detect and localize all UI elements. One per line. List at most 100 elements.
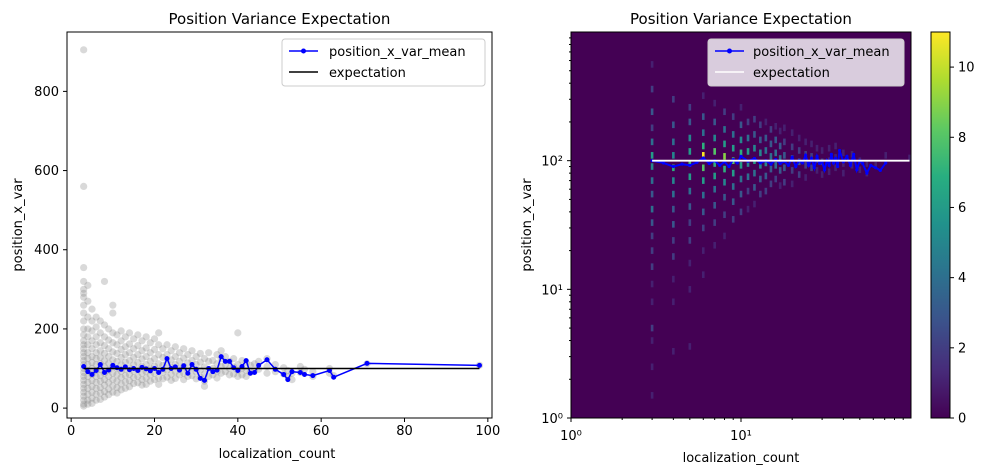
left-x-axis-label: localization_count	[219, 447, 336, 462]
heatmap-cell	[731, 169, 735, 177]
scatter-point	[184, 351, 192, 359]
scatter-point	[96, 395, 104, 403]
y-tick-label: 800	[34, 85, 59, 100]
left-chart: Position Variance Expectation 0 20 40 60 80 1…	[11, 10, 500, 462]
scatter-point	[288, 375, 296, 384]
scatter-point	[80, 263, 88, 272]
heatmap-cell	[701, 271, 705, 278]
heatmap-cell	[790, 167, 794, 174]
scatter-point	[109, 382, 117, 390]
heatmap-cell	[820, 147, 824, 154]
scatter-point	[105, 391, 113, 399]
scatter-point	[113, 371, 121, 379]
heatmap-cell	[797, 171, 801, 178]
right-heatmap-cells	[650, 61, 911, 399]
mean-point	[848, 163, 852, 167]
heatmap-cell	[739, 103, 743, 111]
scatter-point	[96, 372, 104, 380]
mean-point	[884, 161, 888, 165]
scatter-point	[121, 378, 129, 386]
x-tick-label: 80	[396, 424, 413, 439]
scatter-point	[146, 349, 154, 357]
scatter-point	[88, 317, 96, 325]
scatter-point	[192, 353, 200, 361]
scatter-point	[263, 369, 271, 377]
scatter-point	[309, 368, 317, 376]
heatmap-cell	[778, 155, 782, 162]
heatmap-cell	[783, 164, 786, 172]
heatmap-cell	[783, 138, 786, 146]
scatter-point	[84, 396, 92, 404]
scatter-point	[100, 393, 109, 401]
heatmap-cell	[774, 136, 778, 144]
scatter-point	[125, 329, 134, 337]
heatmap-cell	[774, 122, 778, 130]
scatter-point	[205, 349, 213, 357]
heatmap-cell	[739, 121, 743, 129]
scatter-point	[84, 325, 92, 333]
heatmap-cell	[842, 149, 845, 157]
scatter-point	[121, 351, 129, 359]
colorbar-tick-label: 8	[958, 131, 966, 146]
heatmap-cell	[783, 178, 786, 186]
scatter-point	[88, 399, 96, 407]
scatter-point	[88, 388, 96, 396]
scatter-point	[150, 355, 159, 363]
scatter-point	[209, 356, 217, 365]
scatter-point	[142, 360, 150, 369]
scatter-point	[80, 309, 88, 317]
scatter-point	[117, 353, 125, 362]
scatter-point	[84, 333, 92, 341]
heatmap-cell	[753, 115, 756, 123]
heatmap-cell	[688, 343, 692, 350]
x-tick-label: 100	[475, 424, 500, 439]
scatter-point	[138, 369, 146, 377]
heatmap-cell	[650, 392, 654, 399]
scatter-point	[125, 383, 134, 391]
scatter-point	[92, 349, 100, 357]
scatter-point	[171, 374, 179, 383]
scatter-point	[163, 351, 171, 359]
scatter-point	[180, 345, 188, 353]
scatter-point	[84, 313, 92, 321]
scatter-point	[100, 277, 109, 286]
left-chart-title: Position Variance Expectation	[169, 10, 391, 28]
mean-point	[831, 161, 836, 165]
heatmap-cell	[723, 193, 726, 201]
scatter-point	[150, 375, 159, 384]
right-chart: Position Variance Expectation 10⁰ 10¹ 10⁰…	[520, 10, 975, 466]
heatmap-cell	[701, 92, 705, 99]
scatter-point	[113, 349, 121, 358]
right-series-layer	[650, 148, 910, 176]
scatter-point	[167, 347, 175, 355]
scatter-point	[130, 335, 138, 343]
heatmap-cell	[713, 134, 716, 142]
scatter-point	[125, 377, 134, 385]
scatter-point	[255, 357, 263, 365]
mean-point	[218, 354, 224, 360]
heatmap-cell	[672, 275, 675, 283]
scatter-point	[117, 337, 125, 345]
heatmap-cell	[764, 147, 768, 154]
heatmap-cell	[850, 151, 854, 158]
mean-point	[739, 154, 743, 158]
heatmap-cell	[759, 162, 762, 169]
scatter-point	[80, 341, 88, 349]
scatter-point	[109, 329, 117, 337]
right-legend: position_x_var_mean expectation	[707, 38, 905, 87]
mean-point	[310, 373, 316, 379]
mean-point	[97, 362, 103, 368]
scatter-point	[138, 347, 146, 355]
scatter-point	[130, 374, 138, 382]
heatmap-cell	[713, 160, 716, 167]
heatmap-cell	[701, 208, 705, 216]
mean-point	[164, 356, 170, 362]
mean-point	[302, 371, 307, 377]
mean-point	[835, 164, 840, 169]
heatmap-cell	[746, 148, 750, 155]
mean-point	[822, 168, 827, 172]
scatter-point	[234, 329, 242, 337]
scatter-point	[88, 382, 96, 390]
heatmap-cell	[723, 232, 726, 240]
mean-point	[680, 162, 684, 166]
